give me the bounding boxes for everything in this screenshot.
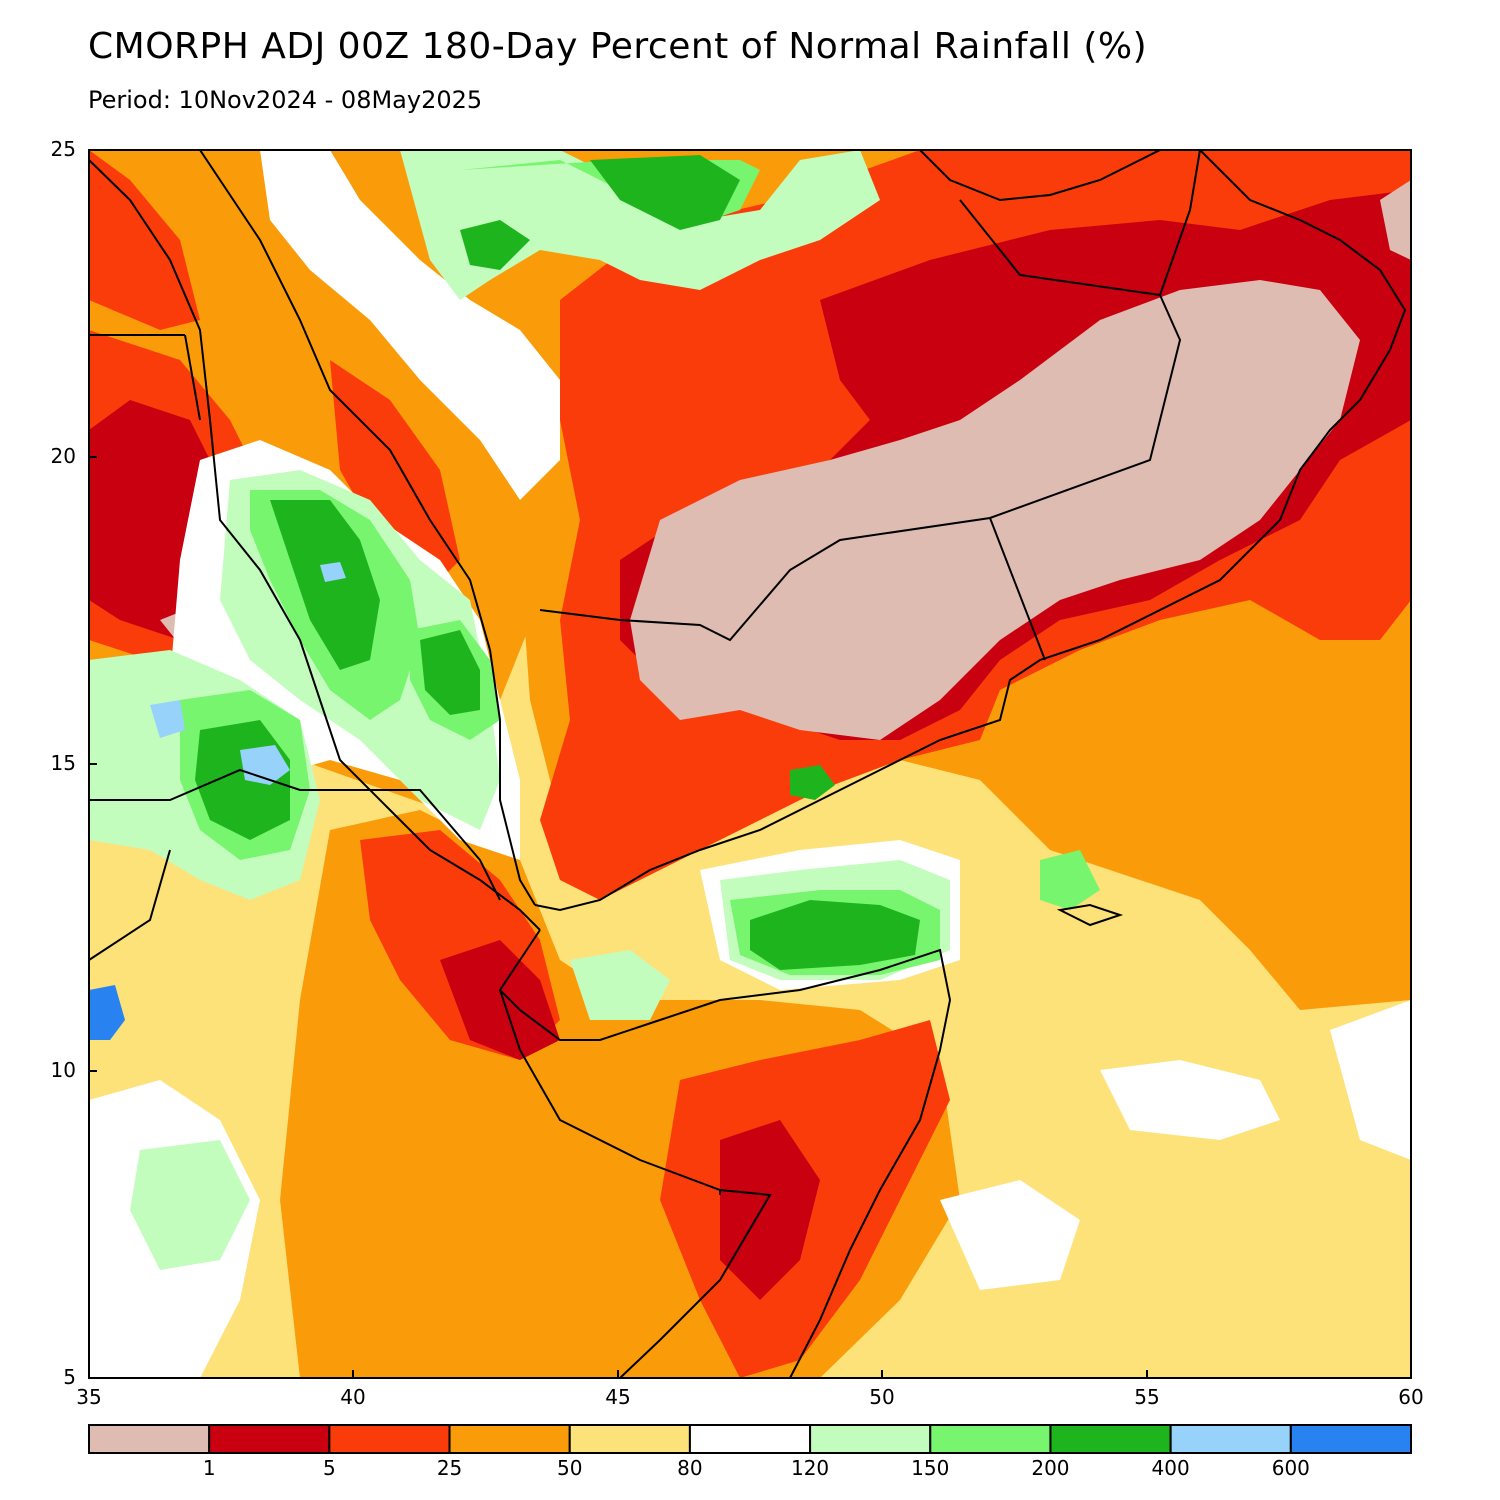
legend-swatch — [88, 1424, 211, 1454]
period-label: Period: 10Nov2024 - 08May2025 — [88, 86, 483, 114]
legend-swatch — [1169, 1424, 1292, 1454]
legend-swatch — [1049, 1424, 1172, 1454]
legend-swatch — [1289, 1424, 1413, 1454]
legend-label: 5 — [323, 1456, 336, 1480]
legend-label: 1 — [203, 1456, 216, 1480]
map-title: CMORPH ADJ 00Z 180-Day Percent of Normal… — [88, 26, 1148, 67]
legend-label: 400 — [1152, 1456, 1190, 1480]
legend-label: 25 — [437, 1456, 462, 1480]
legend-label: 150 — [911, 1456, 949, 1480]
legend-swatch — [328, 1424, 451, 1454]
lon-tick-label: 35 — [76, 1385, 101, 1409]
legend-swatch — [809, 1424, 932, 1454]
lon-tick-label: 55 — [1134, 1385, 1159, 1409]
lat-tick-label: 20 — [51, 444, 76, 468]
legend-label: 80 — [677, 1456, 702, 1480]
legend-swatch — [208, 1424, 331, 1454]
lat-tick-label: 5 — [63, 1365, 76, 1389]
legend-swatch — [929, 1424, 1052, 1454]
lon-tick-label: 60 — [1398, 1385, 1423, 1409]
lat-tick-label: 10 — [51, 1058, 76, 1082]
color-legend: 1 5 25 50 80 120 150 200 400 600 — [88, 1424, 1413, 1480]
lat-tick-label: 25 — [51, 137, 76, 161]
legend-swatch — [448, 1424, 571, 1454]
legend-label: 200 — [1031, 1456, 1069, 1480]
rainfall-field — [89, 150, 1411, 1378]
lon-tick-label: 40 — [340, 1385, 365, 1409]
legend-label: 120 — [791, 1456, 829, 1480]
lat-tick-label: 15 — [51, 751, 76, 775]
legend-swatch — [568, 1424, 691, 1454]
lon-tick-label: 50 — [869, 1385, 894, 1409]
legend-label: 50 — [557, 1456, 582, 1480]
coastlines — [89, 150, 1407, 1378]
lon-tick-label: 45 — [605, 1385, 630, 1409]
legend-swatch — [688, 1424, 812, 1454]
axis-ticks — [88, 149, 1412, 1379]
legend-label: 600 — [1272, 1456, 1310, 1480]
